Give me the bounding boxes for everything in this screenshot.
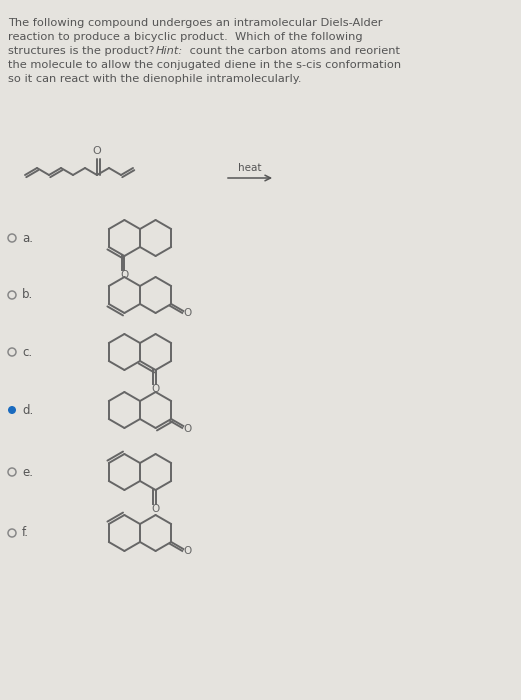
Text: O: O (183, 547, 192, 556)
Text: reaction to produce a bicyclic product.  Which of the following: reaction to produce a bicyclic product. … (8, 32, 363, 42)
Text: structures is the product?: structures is the product? (8, 46, 162, 56)
Text: O: O (152, 504, 160, 514)
Text: c.: c. (22, 346, 32, 358)
Text: O: O (183, 309, 192, 318)
Text: so it can react with the dienophile intramolecularly.: so it can react with the dienophile intr… (8, 74, 302, 84)
Text: a.: a. (22, 232, 33, 244)
Text: e.: e. (22, 466, 33, 479)
Text: f.: f. (22, 526, 29, 540)
Text: O: O (93, 146, 102, 156)
Text: O: O (152, 384, 160, 394)
Text: b.: b. (22, 288, 33, 302)
Text: O: O (120, 270, 129, 280)
Text: count the carbon atoms and reorient: count the carbon atoms and reorient (186, 46, 400, 56)
Text: d.: d. (22, 403, 33, 416)
Circle shape (8, 406, 16, 414)
Text: Hint:: Hint: (156, 46, 183, 56)
Text: The following compound undergoes an intramolecular Diels-Alder: The following compound undergoes an intr… (8, 18, 382, 28)
Text: heat: heat (238, 163, 262, 173)
Text: the molecule to allow the conjugated diene in the s-cis conformation: the molecule to allow the conjugated die… (8, 60, 401, 70)
Text: O: O (183, 424, 192, 433)
